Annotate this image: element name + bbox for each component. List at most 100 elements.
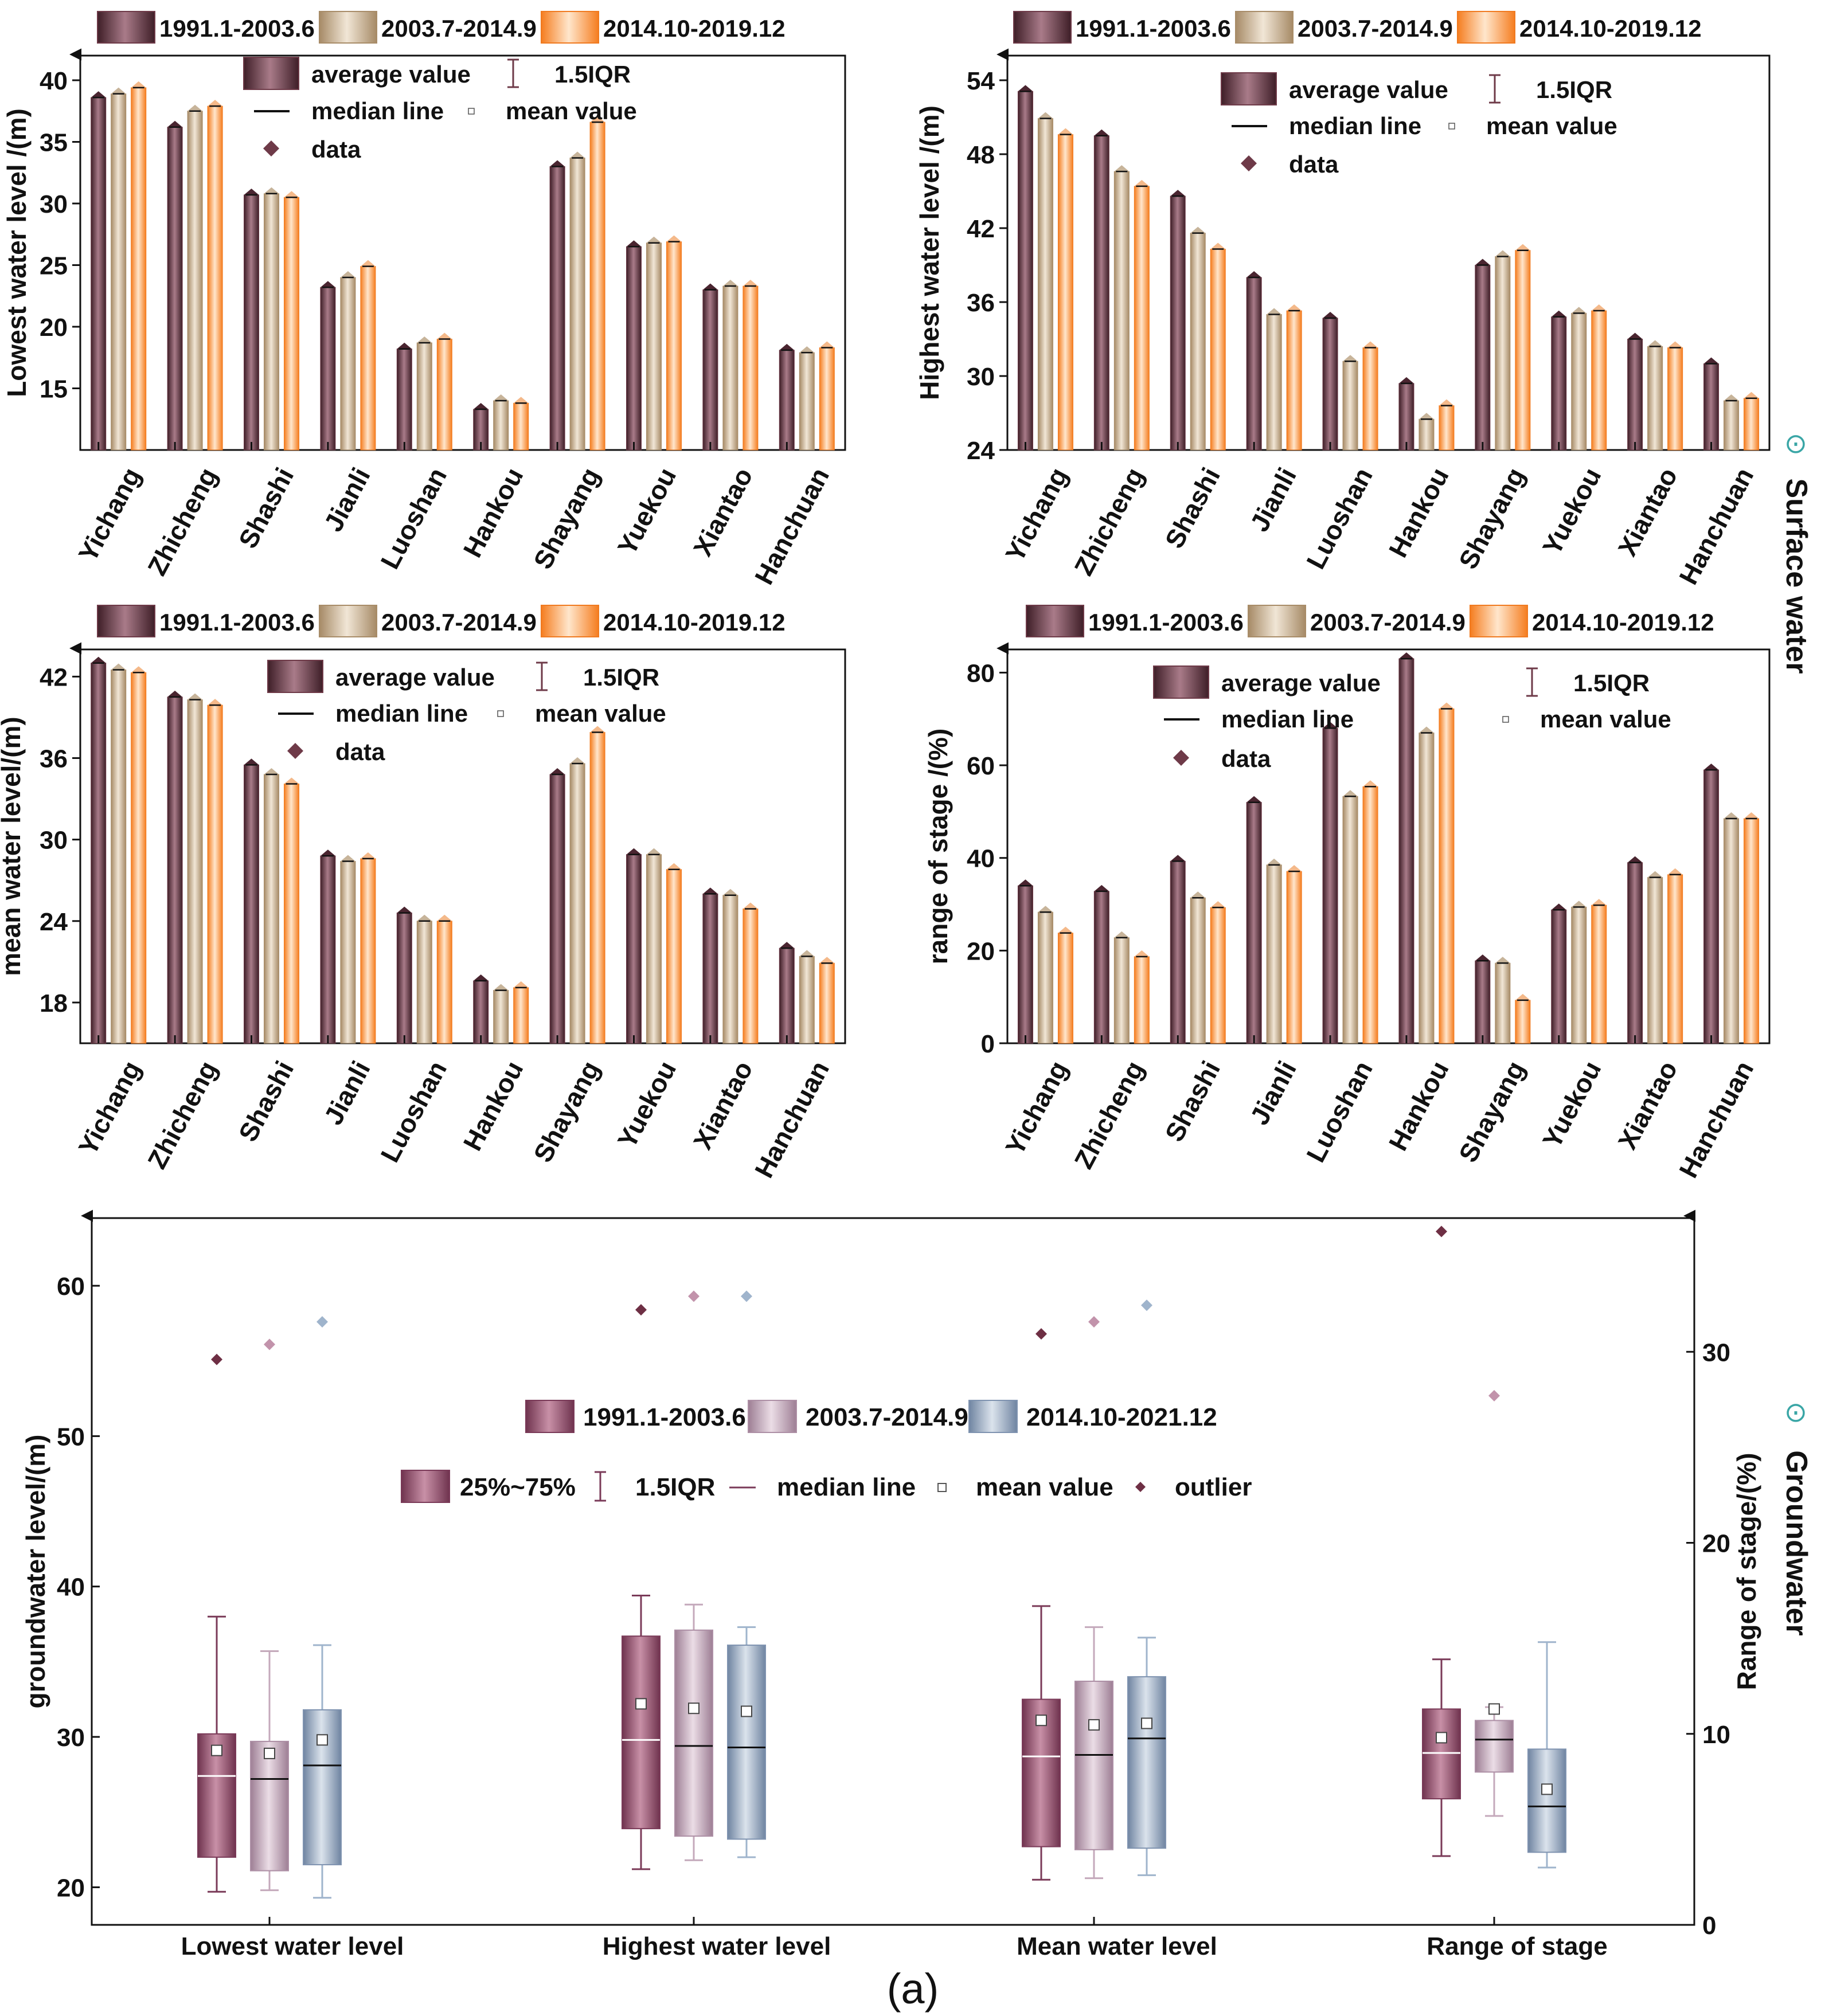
- bar-hanchuan-s1: [1703, 769, 1720, 1044]
- bar-cap: [360, 260, 376, 267]
- box-iqr: [727, 1645, 766, 1840]
- bar-cap: [1647, 871, 1663, 878]
- bar-cap: [1418, 726, 1434, 733]
- box-mean: [741, 1705, 752, 1717]
- legend-mean-icon: [937, 1483, 947, 1492]
- bar-jianli-s3: [1286, 310, 1302, 451]
- bar-cap: [779, 942, 795, 949]
- bar-jianli-s3: [360, 858, 376, 1044]
- bar-cap: [493, 394, 509, 401]
- bar-cap: [1323, 722, 1338, 729]
- bar-yuekou-s2: [646, 854, 662, 1044]
- box-mean: [688, 1702, 700, 1714]
- legend-average-swatch: [243, 57, 299, 90]
- bar-cap: [208, 699, 223, 706]
- bar-cap: [1190, 891, 1206, 898]
- legend-swatch-2: [1248, 605, 1306, 637]
- legend-swatch-1: [97, 605, 155, 637]
- bar-cap: [1018, 85, 1033, 92]
- bar-jianli-s1: [320, 855, 336, 1044]
- bar-cap: [1058, 926, 1073, 933]
- bar-jianli-s2: [340, 861, 356, 1044]
- x-tick-label-jianli: Jianli: [1244, 463, 1302, 536]
- bar-shayang-s1: [1475, 265, 1491, 451]
- bar-yichang-s1: [1017, 91, 1033, 451]
- bar-cap: [417, 336, 432, 343]
- box-iqr: [1475, 1720, 1514, 1773]
- bar-cap: [1323, 311, 1338, 318]
- x-tick-label-zhicheng: Zhicheng: [142, 463, 223, 580]
- x-tick-label-hanchuan: Hanchuan: [1673, 463, 1759, 589]
- legend-mean-icon: [1448, 123, 1455, 130]
- bar-shayang-s3: [589, 732, 605, 1044]
- surface-water-charts: 1991.1-2003.6 2003.7-2014.9 2014.10-2019.1…: [0, 11, 1771, 1183]
- bar-cap: [244, 758, 259, 765]
- legend-data-icon: [287, 743, 303, 759]
- bar-zhicheng-s1: [1093, 891, 1109, 1044]
- bar-cap: [1667, 341, 1683, 348]
- y-tick-right-label: 30: [1702, 1338, 1730, 1367]
- bar-cap: [1267, 308, 1282, 315]
- x-tick-label-xiantao: Xiantao: [1612, 463, 1683, 561]
- bar-cap: [473, 403, 489, 410]
- y-axis-label: Lowest water level /(m): [2, 108, 32, 397]
- bar-hankou-s3: [513, 987, 529, 1044]
- chart-highest: 1991.1-2003.6 2003.7-2014.9 2014.10-2019.1…: [915, 11, 1771, 589]
- bar-cap: [1038, 906, 1053, 913]
- bar-yuekou-s3: [1591, 310, 1607, 451]
- bar-shashi-s2: [264, 774, 279, 1044]
- bar-cap: [167, 690, 183, 697]
- bar-cap: [1287, 865, 1302, 872]
- x-tick-label-hanchuan: Hanchuan: [749, 463, 835, 589]
- bar-yichang-s2: [1037, 118, 1053, 451]
- y-tick-label: 36: [967, 289, 995, 317]
- x-category-label: Mean water level: [1017, 1932, 1217, 1960]
- bar-shayang-s3: [589, 122, 605, 451]
- legend-period-3: 2014.10-2019.12: [1519, 15, 1702, 42]
- legend-median-label: median line: [777, 1473, 916, 1501]
- y-tick-label: 42: [40, 663, 68, 691]
- x-tick-label-shashi: Shashi: [1159, 1056, 1226, 1146]
- legend-iqr-label: 1.5IQR: [554, 61, 631, 88]
- bar-cap: [1591, 304, 1607, 311]
- x-tick-label-luoshan: Luoshan: [374, 1056, 452, 1167]
- box-outlier: [688, 1290, 700, 1302]
- bar-cap: [570, 151, 585, 158]
- bar-hanchuan-s2: [1724, 400, 1740, 451]
- legend-period-2: 2003.7-2014.9: [381, 15, 537, 42]
- legend-mean-label: mean value: [535, 700, 666, 727]
- bar-hankou-s3: [513, 402, 529, 451]
- bar-cap: [187, 104, 203, 111]
- legend-data-label: data: [311, 136, 361, 163]
- bar-cap: [1246, 271, 1262, 277]
- bar-luoshan-s2: [1342, 796, 1358, 1044]
- legend-median-label: median line: [1221, 706, 1354, 733]
- box-outlier: [635, 1304, 647, 1316]
- bar-cap: [1667, 868, 1683, 875]
- bar-cap: [1190, 226, 1206, 233]
- bar-cap: [1724, 394, 1739, 401]
- legend-average-label: average value: [311, 61, 471, 88]
- box-mean: [1436, 1732, 1447, 1744]
- bar-shayang-s1: [1475, 960, 1491, 1044]
- box-0-s3: [303, 1316, 342, 1899]
- bar-cap: [1018, 879, 1033, 886]
- bar-cap: [1571, 901, 1586, 907]
- bar-cap: [1134, 950, 1150, 957]
- bar-cap: [1210, 242, 1226, 249]
- bar-cap: [264, 187, 279, 194]
- bar-shashi-s1: [244, 194, 259, 451]
- bar-cap: [1363, 780, 1378, 787]
- legend-outlier-icon: [1135, 1482, 1146, 1492]
- legend-swatch-2: [748, 1400, 797, 1433]
- x-tick-label-hankou: Hankou: [1383, 1056, 1455, 1155]
- legend-mean-icon: [468, 108, 475, 115]
- box-mean: [211, 1744, 222, 1756]
- chart-lowest: 1991.1-2003.6 2003.7-2014.9 2014.10-2019.1…: [2, 11, 846, 589]
- bar-shayang-s2: [569, 763, 585, 1044]
- bar-yuekou-s3: [666, 241, 682, 451]
- bar-cap: [702, 887, 718, 894]
- legend-period-1: 1991.1-2003.6: [1076, 15, 1231, 42]
- bar-xiantao-s2: [1647, 346, 1663, 451]
